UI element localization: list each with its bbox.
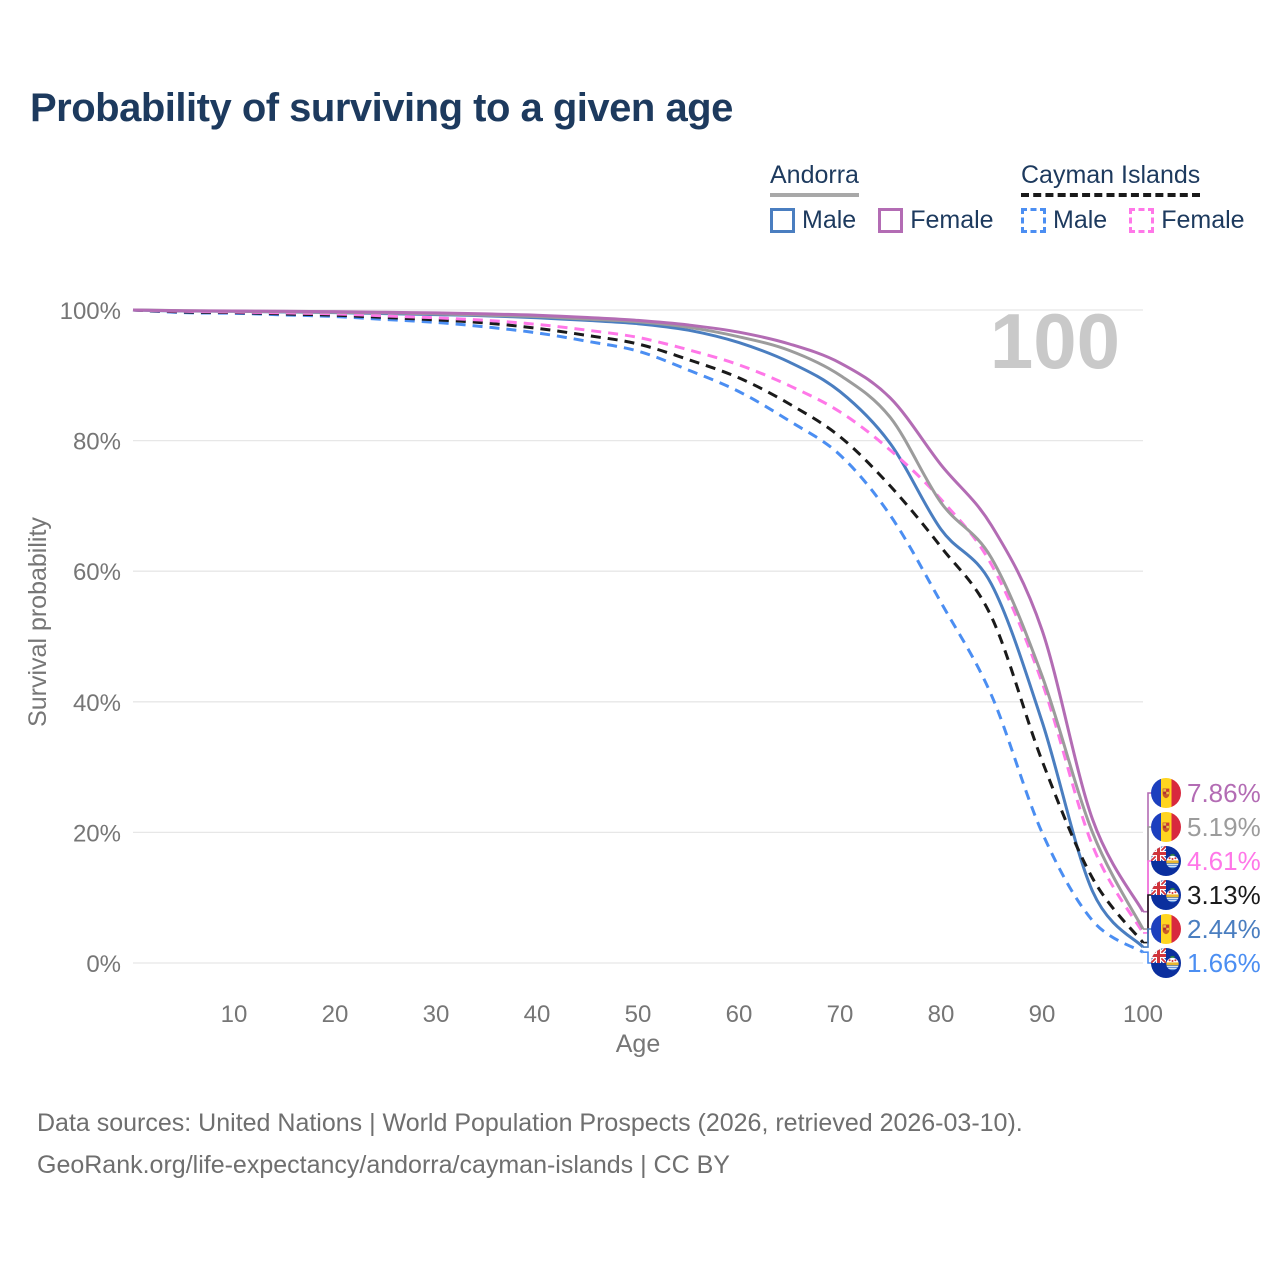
curve-andorra-female[interactable]: [132, 308, 1145, 913]
end-label-value-cayman-male: 1.66%: [1187, 948, 1261, 978]
legend-group-andorra: Andorra Male Female: [770, 161, 994, 235]
y-tick-label: 20%: [73, 820, 121, 847]
page-title: Probability of surviving to a given age: [30, 86, 733, 130]
y-tick-label: 0%: [86, 951, 121, 978]
cayman-flag-icon: [1151, 880, 1181, 910]
y-axis-tick-labels: 0% 20% 40% 60% 80% 100%: [60, 298, 121, 978]
x-tick-label: 70: [827, 1001, 854, 1028]
age-marker-watermark: 100: [990, 297, 1120, 385]
end-label-value-andorra-male: 2.44%: [1187, 914, 1261, 944]
end-label-value-cayman-all: 3.13%: [1187, 880, 1261, 910]
end-label-value-cayman-female: 4.61%: [1187, 846, 1261, 876]
legend-label-cayman-male[interactable]: Male: [1053, 206, 1108, 234]
legend-swatch-cayman-female[interactable]: [1129, 208, 1155, 233]
legend-header-cayman-islands[interactable]: Cayman Islands: [1021, 161, 1201, 197]
legend-header-andorra[interactable]: Andorra: [770, 161, 859, 197]
legend-label-andorra-male[interactable]: Male: [802, 206, 857, 234]
end-label-connector: [1143, 928, 1152, 948]
x-tick-label: 100: [1123, 1001, 1163, 1028]
andorra-flag-icon: [1151, 914, 1181, 944]
end-label-connector: [1143, 951, 1152, 964]
x-tick-label: 10: [221, 1001, 248, 1028]
end-label-connector: [1143, 894, 1152, 944]
x-tick-label: 50: [625, 1001, 652, 1028]
x-tick-label: 20: [322, 1001, 349, 1028]
y-tick-label: 60%: [73, 559, 121, 586]
cayman-flag-icon: [1151, 948, 1181, 978]
legend-group-cayman-islands: Cayman Islands Male Female: [1021, 161, 1245, 235]
y-tick-label: 80%: [73, 429, 121, 456]
legend-label-cayman-female[interactable]: Female: [1161, 206, 1245, 234]
curve-cayman-male[interactable]: [132, 308, 1144, 954]
end-value-labels: 7.86% 5.19% 4.61% 3.13% 2.44% 1.66%: [1143, 778, 1261, 978]
legend-swatch-andorra-female[interactable]: [878, 208, 904, 233]
curve-cayman-all[interactable]: [132, 308, 1145, 944]
andorra-flag-icon: [1151, 812, 1181, 842]
y-tick-label: 40%: [73, 690, 121, 717]
footer-source-url: GeoRank.org/life-expectancy/andorra/caym…: [37, 1151, 730, 1179]
curve-andorra-male[interactable]: [132, 308, 1145, 949]
x-tick-label: 90: [1029, 1001, 1056, 1028]
x-axis-title: Age: [616, 1030, 660, 1058]
x-tick-label: 30: [423, 1001, 450, 1028]
footer: Data sources: United Nations | World Pop…: [37, 1102, 1023, 1186]
survival-curves: [132, 308, 1145, 954]
end-label-value-andorra-female: 7.86%: [1187, 778, 1261, 808]
x-tick-label: 80: [928, 1001, 955, 1028]
cayman-flag-icon: [1151, 846, 1181, 876]
x-axis-tick-labels: 10 20 30 40 50 60 70 80 90 100: [221, 1001, 1163, 1028]
end-label-value-andorra-all: 5.19%: [1187, 812, 1261, 842]
gridlines: [133, 309, 1143, 964]
y-axis-title: Survival probability: [24, 517, 52, 727]
x-tick-label: 60: [726, 1001, 753, 1028]
legend-swatch-andorra-male[interactable]: [770, 208, 795, 233]
legend-swatch-cayman-male[interactable]: [1021, 208, 1046, 233]
andorra-flag-icon: [1151, 778, 1181, 808]
legend-label-andorra-female[interactable]: Female: [910, 206, 994, 234]
x-tick-label: 40: [524, 1001, 551, 1028]
y-tick-label: 100%: [60, 298, 121, 325]
footer-data-sources: Data sources: United Nations | World Pop…: [37, 1109, 1023, 1137]
curve-cayman-female[interactable]: [132, 308, 1145, 934]
